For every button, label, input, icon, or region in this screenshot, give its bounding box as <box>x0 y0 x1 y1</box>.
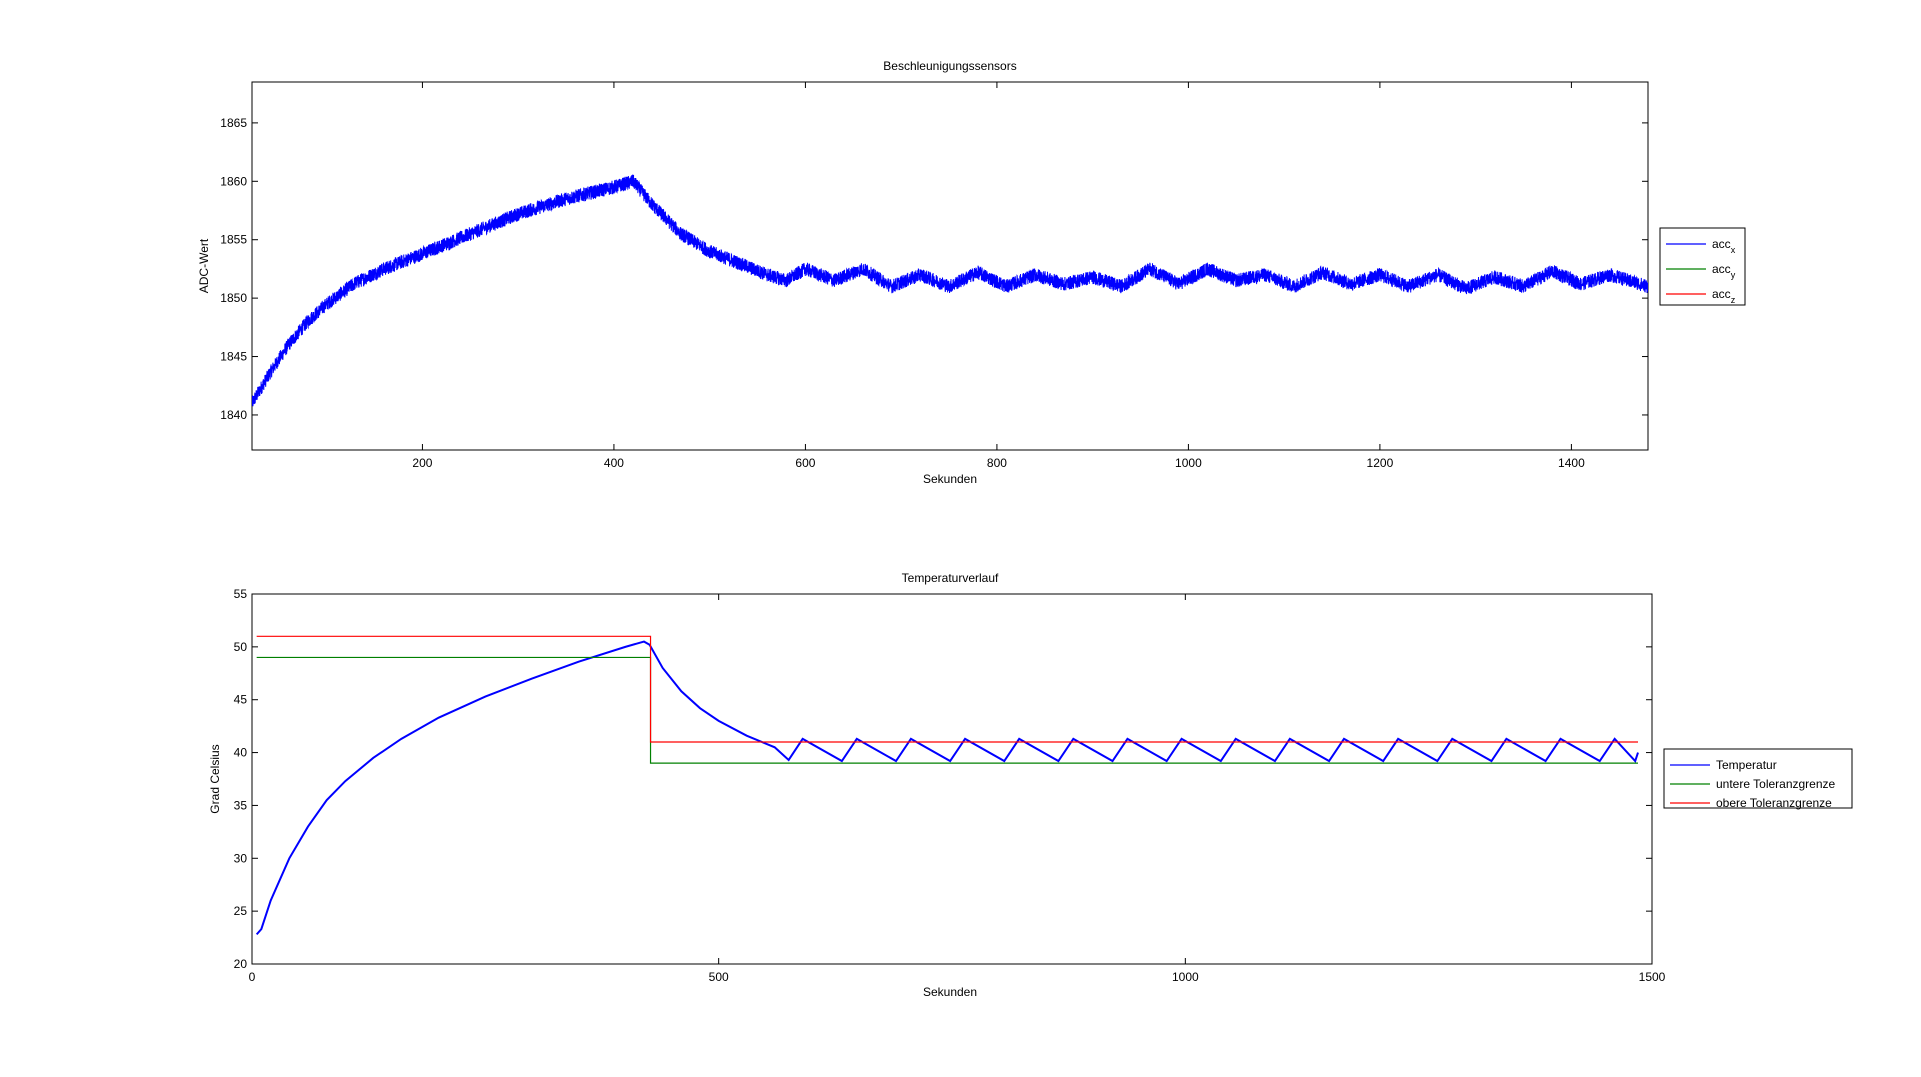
legend-label-subscript: z <box>1731 295 1736 305</box>
y-axis-label: ADC-Wert <box>197 238 211 293</box>
legend-label-base: acc <box>1712 237 1731 251</box>
series-line-temperatur <box>255 640 1639 936</box>
legend-label-subscript: x <box>1731 245 1736 255</box>
y-tick-label: 1865 <box>220 116 247 130</box>
x-tick-label: 500 <box>709 970 729 984</box>
y-tick-label: 1845 <box>220 350 247 364</box>
x-axis-label: Sekunden <box>923 985 977 999</box>
y-tick-label: 1850 <box>220 291 247 305</box>
legend-label: accy <box>1712 262 1736 280</box>
series-line-obere-toleranzgrenze <box>256 635 1638 743</box>
legend-label: Temperatur <box>1716 758 1777 772</box>
legend-label: untere Toleranzgrenze <box>1716 777 1836 791</box>
legend: Temperatur untere Toleranzgrenze obere Tol… <box>1663 748 1853 810</box>
x-tick-label: 1500 <box>1639 970 1666 984</box>
x-tick-label: 0 <box>249 970 256 984</box>
y-tick-label: 20 <box>234 957 248 971</box>
x-axis-label: Sekunden <box>923 472 977 486</box>
acceleration-plot: 200 400 600 800 1000 1200 1400 1840 1845 1850 1855… <box>197 59 1746 486</box>
plot-title: Beschleunigungssensors <box>883 59 1016 73</box>
y-tick-label: 55 <box>234 587 248 601</box>
y-tick-label: 35 <box>234 798 248 812</box>
plot-area-frame <box>251 81 1649 451</box>
y-tick-label: 25 <box>234 904 248 918</box>
x-tick-label: 1200 <box>1367 456 1394 470</box>
legend-box <box>1659 227 1746 306</box>
legend-label-base: acc <box>1712 287 1731 301</box>
y-tick-label: 30 <box>234 851 248 865</box>
y-tick-label: 1840 <box>220 408 247 422</box>
y-tick-label: 1855 <box>220 233 247 247</box>
x-tick-label: 800 <box>987 456 1007 470</box>
axes-layer: 0 500 1000 1500 20 25 30 35 40 45 50 55 <box>234 587 1666 984</box>
y-tick-label: 1860 <box>220 174 247 188</box>
series-layer <box>255 635 1639 936</box>
y-tick-label: 45 <box>234 693 248 707</box>
plot-area-frame <box>251 593 1653 965</box>
legend-box <box>1663 748 1853 809</box>
y-tick-label: 40 <box>234 746 248 760</box>
legend-label-base: acc <box>1712 262 1731 276</box>
x-tick-label: 200 <box>412 456 432 470</box>
x-tick-label: 1000 <box>1172 970 1199 984</box>
x-tick-label: 1400 <box>1558 456 1585 470</box>
x-tick-label: 1000 <box>1175 456 1202 470</box>
plot-title: Temperaturverlauf <box>902 571 999 585</box>
temperature-plot: 0 500 1000 1500 20 25 30 35 40 45 50 55 Temperaturv… <box>208 571 1853 999</box>
legend-label-subscript: y <box>1731 270 1736 280</box>
y-axis-label: Grad Celsius <box>208 744 222 813</box>
legend-label: accz <box>1712 287 1736 305</box>
series-layer <box>252 174 1648 407</box>
series-line-acc-x <box>252 174 1648 407</box>
legend-label: obere Toleranzgrenze <box>1716 796 1832 810</box>
legend-label: accx <box>1712 237 1736 255</box>
y-tick-label: 50 <box>234 640 248 654</box>
x-tick-label: 600 <box>795 456 815 470</box>
axes-layer: 200 400 600 800 1000 1200 1400 1840 1845 1850 1855… <box>220 82 1648 470</box>
x-tick-label: 400 <box>604 456 624 470</box>
